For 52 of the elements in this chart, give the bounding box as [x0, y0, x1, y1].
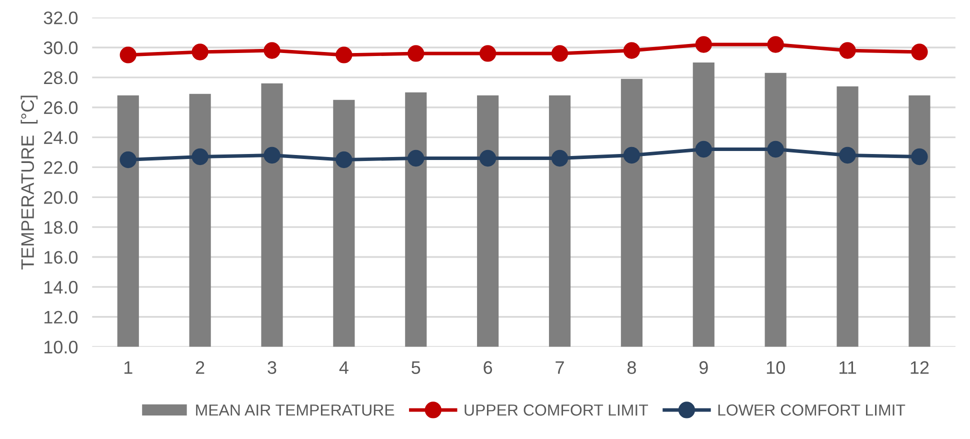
point [551, 45, 568, 62]
point [623, 42, 640, 59]
y-tick-label: 24.0 [44, 131, 78, 144]
point [479, 45, 496, 62]
point [479, 150, 496, 167]
point [264, 146, 280, 164]
point [264, 42, 280, 59]
y-axis-title: TEMPERATURE [°C] [20, 96, 38, 270]
x-tick-label: 3 [268, 361, 276, 374]
y-tick-label: 12.0 [44, 310, 78, 324]
point [551, 150, 568, 167]
point [911, 148, 928, 166]
x-tick-label: 1 [124, 361, 132, 374]
x-tick-label: 9 [699, 361, 708, 374]
y-tick-label: 10.0 [44, 340, 78, 354]
point [120, 151, 136, 168]
point [695, 36, 712, 53]
y-tick-label: 26.0 [44, 101, 78, 114]
point [192, 44, 208, 60]
point [767, 140, 784, 158]
y-tick-label: 18.0 [44, 221, 78, 234]
point [192, 148, 208, 166]
point [120, 46, 136, 64]
point [839, 146, 856, 164]
x-tick-label: 8 [627, 361, 636, 374]
y-tick-label: 14.0 [44, 280, 78, 294]
legend-label: MEAN AIR TEMPERATURE [196, 404, 394, 416]
y-tick-label: 16.0 [44, 250, 78, 264]
x-tick-label: 5 [412, 361, 420, 374]
point [695, 140, 712, 158]
point [911, 44, 928, 60]
point [623, 146, 640, 164]
point [408, 45, 424, 62]
y-tick-label: 32.0 [44, 11, 78, 24]
x-tick-label: 4 [339, 361, 348, 374]
y-tick-label: 22.0 [44, 161, 78, 174]
x-tick-label: 7 [556, 361, 564, 374]
legend-label: UPPER COMFORT LIMIT [464, 404, 648, 416]
x-tick-label: 6 [484, 361, 492, 374]
y-tick-label: 28.0 [44, 71, 78, 84]
x-tick-label: 12 [910, 361, 929, 374]
point [336, 151, 352, 168]
x-tick-label: 2 [196, 361, 204, 374]
point [336, 46, 352, 64]
y-tick-label: 20.0 [44, 191, 78, 204]
x-tick-label: 11 [840, 361, 856, 374]
x-tick-label: 10 [766, 361, 785, 374]
y-tick-label: 30.0 [44, 41, 78, 54]
point [839, 42, 856, 59]
point [767, 36, 784, 53]
legend-label: LOWER COMFORT LIMIT [718, 404, 906, 416]
point [408, 150, 424, 167]
